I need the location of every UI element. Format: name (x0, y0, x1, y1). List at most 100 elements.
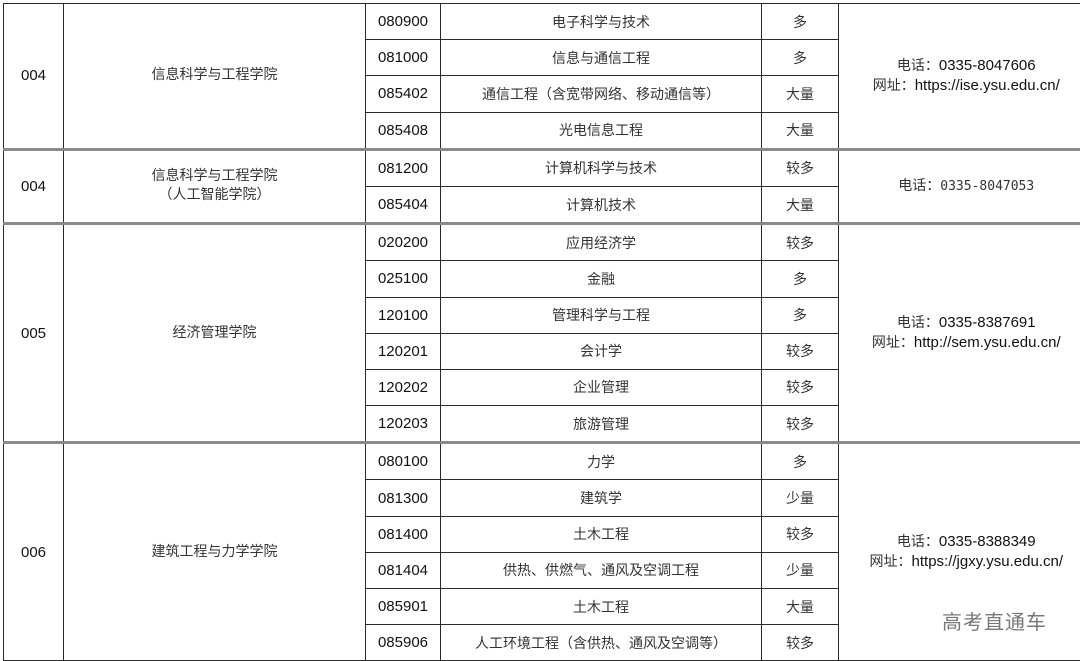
website-line: 网址：http://sem.ysu.edu.cn/ (839, 333, 1080, 353)
major-code: 120201 (365, 332, 441, 370)
major-name: 土木工程 (440, 587, 762, 626)
table-row: 081404 供热、供燃气、通风及空调工程 少量 (4, 551, 1080, 590)
major-name: 会计学 (440, 332, 762, 370)
table-row: 120203 旅游管理 较多 (4, 405, 1080, 444)
enrollment-level: 较多 (761, 222, 839, 262)
department-name-line: （人工智能学院） (158, 187, 271, 204)
table-row: 025100 金融多 (4, 260, 1080, 298)
major-code: 081200 (365, 147, 441, 187)
major-name: 应用经济学 (440, 222, 762, 262)
major-code: 081404 (365, 551, 441, 590)
major-code: 085408 (365, 111, 441, 150)
website-line: 网址：https://jgxy.ysu.edu.cn/ (839, 552, 1080, 572)
major-name: 光电信息工程 (440, 111, 762, 150)
enrollment-level: 少量 (761, 551, 839, 590)
major-name: 供热、供燃气、通风及空调工程 (440, 551, 762, 590)
major-name: 力学 (440, 441, 762, 481)
department-name: 经济管理学院 (63, 222, 366, 444)
major-code: 081400 (365, 515, 441, 553)
phone-label: 电话： (896, 534, 939, 551)
phone-number: 0335-8047606 (938, 56, 1036, 74)
major-code: 085404 (365, 185, 441, 225)
major-code: 025100 (365, 260, 441, 298)
phone-number: 0335-8388349 (938, 533, 1036, 551)
major-code: 085402 (365, 75, 441, 113)
major-name: 建筑学 (440, 479, 762, 517)
major-code: 085906 (365, 624, 441, 661)
major-code: 120100 (365, 296, 441, 334)
table-row: 004 信息科学与工程学院 080900 电子科学与技术多电话：0335-804760… (3, 2, 1080, 150)
phone-label: 电话： (898, 177, 941, 194)
website-link[interactable]: https://jgxy.ysu.edu.cn/ (911, 553, 1063, 571)
enrollment-level: 较多 (761, 332, 839, 370)
major-code: 080900 (365, 2, 441, 41)
enrollment-level: 多 (761, 441, 839, 481)
table-row: 085408 光电信息工程 大量 (4, 111, 1080, 150)
major-name: 企业管理 (440, 368, 762, 407)
department-code: 005 (3, 222, 64, 444)
enrollment-level: 多 (761, 296, 839, 334)
table-row: 085901 土木工程 大量 (4, 587, 1080, 626)
enrollment-level: 多 (761, 39, 839, 77)
table-row: 085404 计算机技术 大量 (4, 185, 1080, 225)
enrollment-level: 大量 (761, 185, 839, 225)
table-row: 081400 土木工程 较多 (4, 515, 1080, 553)
enrollment-level: 较多 (761, 368, 839, 407)
table-row: 006 建筑工程与力学学院 080100 力学多电话：0335-8388349 网址：h… (3, 441, 1080, 661)
phone-line: 电话：0335-8387691 (839, 313, 1080, 333)
major-name: 计算机技术 (440, 185, 762, 225)
enrollment-level: 大量 (761, 75, 839, 113)
admissions-table: 004 信息科学与工程学院 080900 电子科学与技术多电话：0335-804760… (3, 2, 1080, 661)
major-name: 人工环境工程（含供热、通风及空调等） (440, 624, 762, 661)
phone-line: 电话：0335-8388349 (839, 532, 1080, 552)
major-name: 信息与通信工程 (440, 39, 762, 77)
enrollment-level: 大量 (761, 111, 839, 150)
major-code: 081000 (365, 39, 441, 77)
department-name: 信息科学与工程学院 (63, 3, 366, 150)
table-row: 081000 信息与通信工程多 (4, 39, 1080, 77)
enrollment-level: 较多 (761, 405, 839, 444)
major-code: 081300 (365, 479, 441, 517)
phone-number: 0335-8047053 (940, 178, 1035, 194)
website-link[interactable]: http://sem.ysu.edu.cn/ (913, 334, 1061, 352)
table-row: 085402 通信工程（含宽带网络、移动通信等） 大量 (4, 75, 1080, 113)
table-row: 081300 建筑学 少量 (4, 479, 1080, 517)
major-code: 120202 (365, 368, 441, 407)
major-name: 计算机科学与技术 (440, 147, 762, 187)
enrollment-level: 较多 (761, 147, 839, 187)
website-line: 网址：https://ise.ysu.edu.cn/ (839, 76, 1080, 96)
major-name: 通信工程（含宽带网络、移动通信等） (440, 75, 762, 113)
phone-label: 电话： (896, 315, 939, 332)
enrollment-level: 大量 (761, 587, 839, 626)
major-code: 085901 (365, 587, 441, 626)
website-label: 网址： (872, 77, 915, 94)
major-name: 旅游管理 (440, 405, 762, 444)
website-label: 网址： (869, 554, 912, 571)
contact-info: 电话：0335-8047606 网址：https://ise.ysu.edu.cn… (838, 3, 1080, 150)
table-row: 005 经济管理学院 020200 应用经济学 较多 电话：0335-8387691 网址：… (3, 222, 1080, 444)
major-name: 管理科学与工程 (440, 296, 762, 334)
department-code: 004 (3, 147, 64, 225)
phone-label: 电话： (896, 57, 939, 74)
department-name-line: 经济管理学院 (172, 324, 257, 341)
department-name: 建筑工程与力学学院 (63, 441, 366, 661)
major-name: 土木工程 (440, 515, 762, 553)
table-row: 120202 企业管理 较多 (4, 368, 1080, 407)
website-label: 网址： (871, 335, 914, 352)
major-code: 080100 (365, 441, 441, 481)
department-name-line: 信息科学与工程学院 (151, 67, 278, 84)
department-code: 004 (3, 3, 64, 150)
enrollment-level: 多 (761, 260, 839, 298)
department-name-line: 信息科学与工程学院 (151, 168, 278, 185)
department-name-line: 建筑工程与力学学院 (151, 543, 278, 560)
website-link[interactable]: https://ise.ysu.edu.cn/ (914, 76, 1060, 94)
table-row: 120201 会计学 较多 (4, 332, 1080, 370)
phone-line: 电话：0335-8047606 (839, 56, 1080, 76)
table-row: 085906 人工环境工程（含供热、通风及空调等） 较多 (4, 624, 1080, 661)
major-code: 120203 (365, 405, 441, 444)
enrollment-level: 较多 (761, 624, 839, 661)
major-name: 金融 (440, 260, 762, 298)
enrollment-level: 多 (761, 2, 839, 41)
phone-number: 0335-8387691 (938, 314, 1036, 332)
department-name: 信息科学与工程学院 （人工智能学院） (63, 147, 366, 225)
